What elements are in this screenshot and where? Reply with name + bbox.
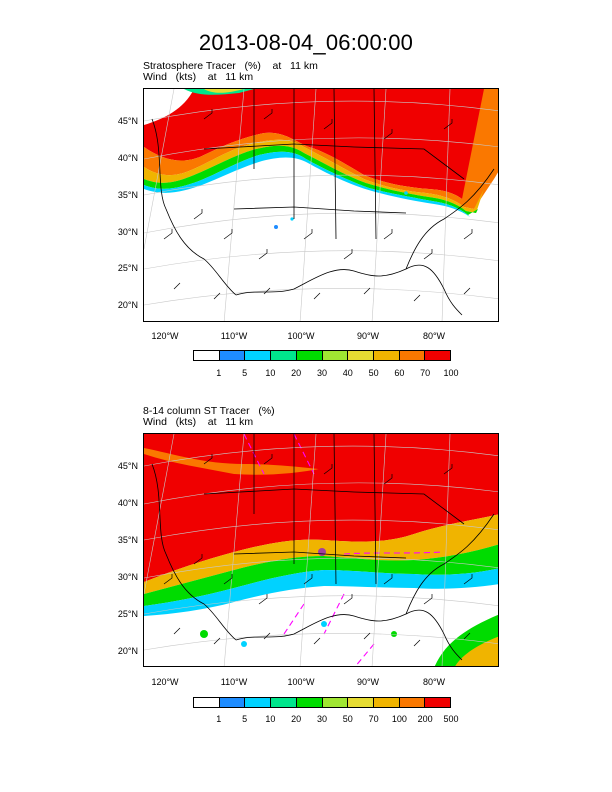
colorbar-box — [194, 351, 220, 360]
colorbar-box — [271, 351, 297, 360]
colorbar-label: 5 — [242, 368, 248, 378]
panel2-colorbar-labels: 1 5 10 20 30 50 70 100 200 500 — [193, 714, 458, 726]
wind-barbs — [163, 454, 473, 647]
colorbar-box — [373, 351, 400, 360]
panel1-lat-35: 35°N — [117, 190, 138, 200]
tracer-field-yellow — [144, 139, 484, 213]
colorbar-box — [296, 351, 323, 360]
panel1-title-line2: Wind (kts) at 11 km — [143, 71, 254, 83]
panel2-colorbar — [193, 697, 451, 708]
panel1-lat-40: 40°N — [117, 153, 138, 163]
panel1-title-line1: Stratosphere Tracer (%) at 11 km — [143, 60, 318, 72]
tracer-field-red — [144, 89, 498, 199]
panel1-lon-110: 110°W — [220, 331, 248, 341]
colorbar-label: 70 — [368, 714, 379, 724]
colorbar-label: 60 — [394, 368, 405, 378]
panel2-lon-80: 80°W — [422, 677, 446, 687]
colorbar-label: 100 — [391, 714, 407, 724]
colorbar-label: 5 — [242, 714, 248, 724]
colorbar-box — [425, 351, 451, 360]
stratosphere-tracer-map — [143, 88, 499, 322]
panel2-title-line2: Wind (kts) at 11 km — [143, 416, 254, 428]
colorbar-label: 30 — [316, 714, 328, 724]
colorbar-label: 1 — [216, 368, 222, 378]
panel2-lon-100: 100°W — [287, 677, 315, 687]
panel2-title-line1: 8-14 column ST Tracer (%) — [143, 405, 275, 417]
panel1-colorbar — [193, 350, 451, 361]
colorbar-label: 20 — [291, 714, 302, 724]
main-title: 2013-08-04_06:00:00 — [198, 30, 414, 55]
tracer-field-green — [144, 145, 478, 215]
colorbar-label: 30 — [316, 368, 328, 378]
colorbar-label: 100 — [443, 368, 459, 378]
colorbar-label: 50 — [368, 368, 379, 378]
panel1-colorbar-labels: 1 5 10 20 30 40 50 60 70 100 — [193, 368, 458, 380]
colorbar-box — [348, 351, 374, 360]
tracer-field-orange — [144, 89, 498, 209]
colorbar-box — [322, 351, 349, 360]
colorbar-box — [399, 698, 426, 707]
colorbar-label: 70 — [420, 368, 431, 378]
panel2-lat-45: 45°N — [117, 461, 138, 471]
colorbar-label: 10 — [265, 368, 276, 378]
colorbar-label: 10 — [265, 714, 276, 724]
colorbar-box — [194, 698, 220, 707]
panel1-lon-100: 100°W — [287, 331, 315, 341]
panel2-lat-25: 25°N — [117, 609, 138, 619]
colorbar-box — [373, 698, 400, 707]
colorbar-label: 40 — [342, 368, 353, 378]
panel2-lat-20: 20°N — [117, 646, 138, 656]
colorbar-box — [245, 351, 272, 360]
panel2-lat-30: 30°N — [117, 572, 138, 582]
panel1-lon-90: 90°W — [356, 331, 380, 341]
colorbar-label: 200 — [417, 714, 433, 724]
colorbar-label: 1 — [216, 714, 222, 724]
wind-barbs — [163, 109, 473, 302]
colorbar-label: 50 — [342, 714, 353, 724]
panel1-lat-45: 45°N — [117, 116, 138, 126]
panel2-lat-40: 40°N — [117, 498, 138, 508]
panel1-lon-80: 80°W — [422, 331, 446, 341]
colorbar-box — [348, 698, 374, 707]
colorbar-box — [219, 351, 246, 360]
colorbar-box — [399, 351, 426, 360]
colorbar-box — [296, 698, 323, 707]
colorbar-label: 20 — [291, 368, 302, 378]
colorbar-label: 500 — [443, 714, 459, 724]
colorbar-box — [245, 698, 272, 707]
panel1-lat-20: 20°N — [117, 300, 138, 310]
panel1-lat-25: 25°N — [117, 263, 138, 273]
colorbar-box — [219, 698, 246, 707]
panel2-lon-120: 120°W — [151, 677, 179, 687]
colorbar-box — [271, 698, 297, 707]
panel2-lat-35: 35°N — [117, 535, 138, 545]
panel1-lat-30: 30°N — [117, 227, 138, 237]
panel2-lon-90: 90°W — [356, 677, 380, 687]
colorbar-box — [322, 698, 349, 707]
column-st-tracer-map — [143, 433, 499, 667]
panel2-lon-110: 110°W — [220, 677, 248, 687]
panel1-lon-120: 120°W — [151, 331, 179, 341]
colorbar-box — [425, 698, 451, 707]
